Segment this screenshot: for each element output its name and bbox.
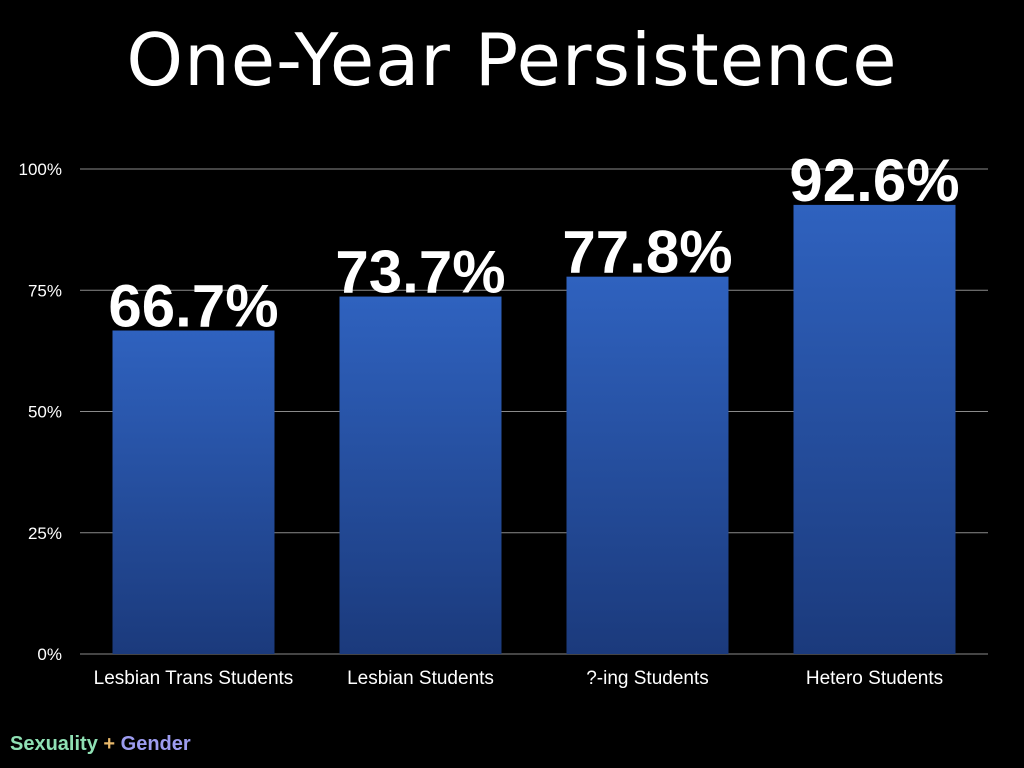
bar (112, 330, 275, 654)
footer-brand: Sexuality + Gender (10, 733, 191, 756)
y-tick-label: 0% (37, 645, 62, 664)
x-tick-label: ?-ing Students (586, 668, 709, 689)
y-tick-label: 75% (28, 281, 62, 300)
labels: 66.7% Lesbian Trans Students 73.7% Lesbian … (94, 147, 960, 689)
bar (566, 276, 729, 654)
x-tick-label: Lesbian Trans Students (94, 668, 294, 689)
footer-sexuality: Sexuality (10, 733, 98, 755)
x-tick-label: Lesbian Students (347, 668, 494, 689)
chart-title: One-Year Persistence (126, 18, 898, 102)
data-label: 77.8% (562, 219, 732, 286)
bars (112, 204, 956, 654)
footer-plus: + (103, 733, 116, 755)
bar (793, 204, 956, 654)
data-label: 73.7% (335, 239, 505, 306)
bar (339, 296, 502, 654)
footer-gender: Gender (120, 733, 191, 755)
y-tick-label: 50% (28, 403, 62, 422)
data-label: 92.6% (789, 147, 959, 214)
data-label: 66.7% (108, 273, 278, 340)
x-tick-label: Hetero Students (806, 668, 943, 689)
y-tick-label: 100% (19, 160, 62, 179)
y-tick-label: 25% (28, 524, 62, 543)
